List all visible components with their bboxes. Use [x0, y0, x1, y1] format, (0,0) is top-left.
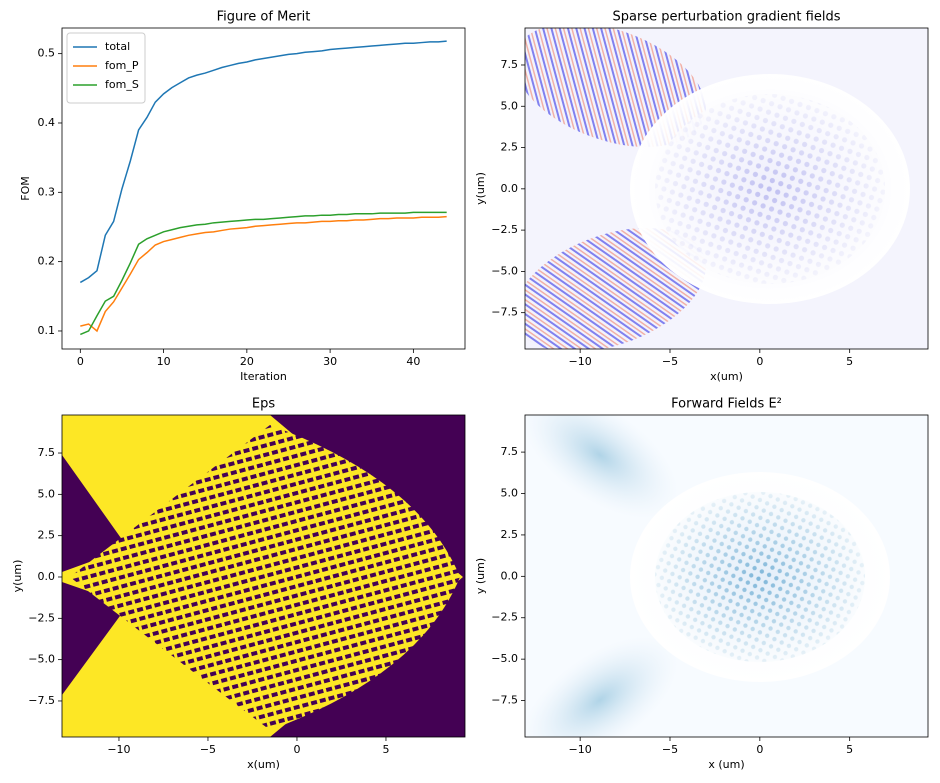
x-tick-label: 0: [756, 743, 763, 756]
y-tick-label: 0.0: [501, 569, 519, 582]
y-tick-label: 7.5: [38, 446, 56, 459]
x-tick-label: 40: [406, 355, 420, 368]
y-axis-label: FOM: [19, 176, 32, 200]
x-tick-label: 5: [382, 743, 389, 756]
y-tick-label: −2.5: [28, 611, 55, 624]
y-tick-label: −5.0: [491, 652, 518, 665]
y-tick-label: −7.5: [491, 306, 518, 319]
axes-frame: [61, 27, 466, 350]
y-tick-label: −2.5: [491, 611, 518, 624]
line: [79, 40, 447, 284]
x-tick-label: 30: [323, 355, 337, 368]
legend-label: fom_P: [105, 59, 139, 72]
chart-title: Sparse perturbation gradient fields: [613, 10, 841, 25]
legend-label: fom_S: [105, 78, 139, 91]
x-tick-label: −5: [662, 355, 678, 368]
line: [80, 211, 447, 336]
y-tick-label: 0.5: [38, 47, 56, 60]
x-tick-label: −10: [569, 355, 592, 368]
field-image: [525, 415, 928, 737]
line: [80, 215, 447, 333]
y-tick-label: −2.5: [491, 223, 518, 236]
x-tick-label: 5: [846, 743, 853, 756]
y-tick-label: 2.5: [501, 141, 519, 154]
x-axis-label: x (um): [708, 758, 744, 771]
y-tick-label: −7.5: [28, 694, 55, 707]
y-tick-label: −5.0: [28, 653, 55, 666]
y-tick-label: −5.0: [491, 264, 518, 277]
chart-title: Figure of Merit: [217, 10, 311, 25]
y-tick-label: 7.5: [501, 445, 519, 458]
x-tick-label: −10: [569, 743, 592, 756]
x-tick-label: −5: [200, 743, 216, 756]
x-axis-label: x(um): [710, 370, 743, 383]
y-tick-label: 7.5: [501, 58, 519, 71]
y-tick-label: 0.0: [38, 570, 56, 583]
y-tick-label: 5.0: [501, 487, 519, 500]
x-axis-label: x(um): [247, 758, 280, 771]
x-axis-label: Iteration: [240, 370, 287, 383]
y-axis-label: y (um): [474, 558, 487, 594]
y-axis-label: y(um): [11, 560, 24, 593]
y-tick-label: 0.1: [38, 324, 56, 337]
y-tick-label: 5.0: [501, 99, 519, 112]
y-tick-label: 0.0: [501, 182, 519, 195]
y-tick-label: 0.3: [38, 185, 56, 198]
y-tick-label: 0.4: [38, 116, 56, 129]
x-tick-label: −5: [662, 743, 678, 756]
x-tick-label: −10: [107, 743, 130, 756]
x-tick-label: 5: [846, 355, 853, 368]
y-tick-label: −7.5: [491, 694, 518, 707]
axes-frame: [61, 414, 466, 738]
y-axis-label: y(um): [474, 172, 487, 205]
y-tick-label: 0.2: [38, 255, 56, 268]
x-tick-label: 10: [157, 355, 171, 368]
y-tick-label: 2.5: [38, 529, 56, 542]
y-tick-label: 5.0: [38, 487, 56, 500]
x-tick-label: 20: [240, 355, 254, 368]
eps-image: [62, 415, 465, 737]
chart-title: Eps: [252, 397, 275, 412]
chart-title: Forward Fields E²: [671, 397, 782, 412]
legend-label: total: [105, 40, 130, 53]
gradient-image: [525, 28, 928, 349]
x-tick-label: 0: [77, 355, 84, 368]
x-tick-label: 0: [293, 743, 300, 756]
y-tick-label: 2.5: [501, 528, 519, 541]
x-tick-label: 0: [756, 355, 763, 368]
